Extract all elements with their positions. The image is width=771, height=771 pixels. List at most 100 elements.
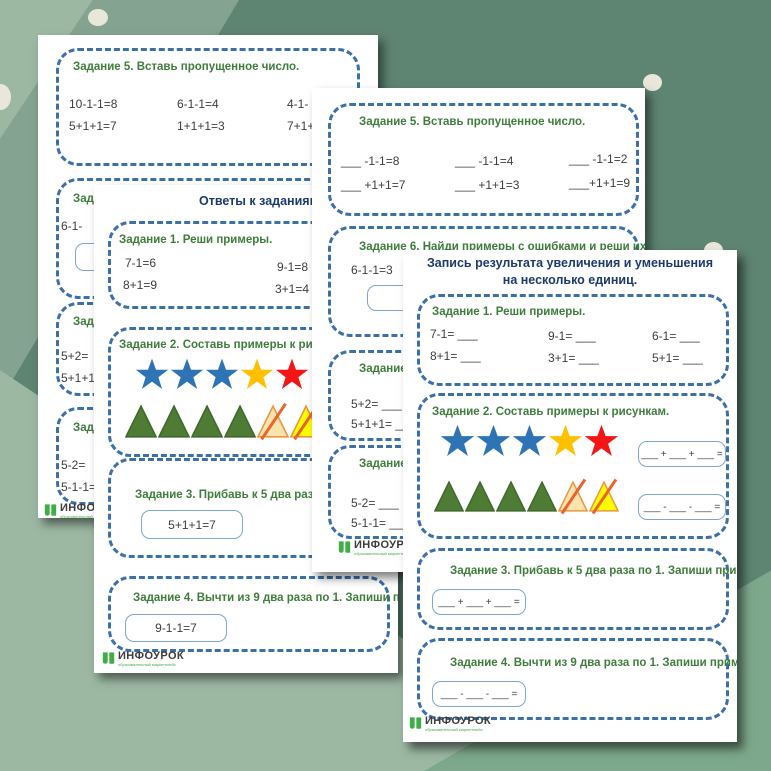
- green-triangle: [433, 480, 465, 513]
- logo-tagline: образовательный маркетплейс: [354, 551, 412, 556]
- answer-box: 9-1-1=7: [125, 614, 227, 642]
- logo-tagline: образовательный маркетплейс: [425, 727, 483, 732]
- yellow-star: [240, 358, 274, 390]
- blue-star: [440, 424, 475, 457]
- task5-title: Задание 5. Вставь пропущенное число.: [359, 116, 586, 128]
- math-item: 9-1=8: [277, 260, 309, 274]
- triangles-row: [124, 402, 323, 441]
- math-item: 9-1= ___: [548, 329, 596, 343]
- math-item: 7+1+: [287, 119, 315, 133]
- task8-title: Задание: [359, 458, 407, 470]
- task1-title: Задание 1. Реши примеры.: [432, 306, 586, 318]
- task4-box: Задание 4. Вычти из 9 два раза по 1. Зап…: [108, 576, 398, 652]
- red-star: [584, 424, 619, 457]
- math-item: 3+1=4: [275, 282, 310, 296]
- task3-box: Задание 3. Прибавь к 5 два раза по 5+1+1…: [108, 458, 390, 558]
- math-item: 5+1+1=7: [69, 119, 117, 133]
- math-item: 7-1=6: [125, 256, 157, 270]
- decor-dot: [88, 9, 108, 26]
- blue-star: [476, 424, 511, 457]
- answer-box: ___ - ___ - ___ =: [432, 681, 526, 707]
- green-triangle: [495, 480, 527, 513]
- math-item: ___+1+1=9: [569, 176, 631, 190]
- stars-row: [440, 424, 619, 457]
- task5-title: Задание 5. Вставь пропущенное число.: [73, 61, 300, 73]
- math-item: 6-1-: [61, 219, 83, 233]
- task4-title: Задание 4. Вычти из 9 два раза по 1. Зап…: [133, 592, 398, 604]
- math-item: ___ +1+1=7: [341, 178, 406, 192]
- infourok-icon: [44, 503, 57, 517]
- math-item: ___ -1-1=8: [341, 154, 400, 168]
- math-item: 8+1= ___: [430, 349, 481, 363]
- logo-tagline: образовательный маркетплейс: [60, 514, 118, 519]
- math-item: 1+1+1=3: [177, 119, 225, 133]
- red-star: [275, 358, 309, 390]
- math-item: 5-1-1= ___: [351, 516, 410, 530]
- blue-star: [512, 424, 547, 457]
- math-item: ___ -1-1=4: [455, 154, 514, 168]
- task1-title: Задание 1. Реши примеры.: [119, 234, 273, 246]
- green-triangle: [190, 404, 224, 439]
- math-item: 5+1+1= ___: [351, 417, 416, 431]
- yellow-star: [548, 424, 583, 457]
- math-item: 8+1=9: [123, 278, 158, 292]
- triangles-row: [433, 478, 620, 515]
- logo-brand-text: ИНФОУРОК: [60, 503, 126, 514]
- math-item: ___ +1+1=3: [455, 178, 520, 192]
- math-item: 5+1= ___: [652, 351, 703, 365]
- logo-brand-text: ИНФОУРОК: [425, 715, 492, 727]
- answer-box: ___ + ___ + ___ =: [638, 441, 726, 467]
- infourok-icon: [338, 540, 351, 554]
- math-item: 5+2=: [61, 349, 89, 363]
- task3-title: Задание 3. Прибавь к 5 два раза по: [135, 489, 337, 501]
- green-triangle: [223, 404, 257, 439]
- answer-box: ___ - ___ - ___ =: [638, 494, 726, 520]
- task3-box: Задание 3. Прибавь к 5 два раза по 1. За…: [417, 548, 737, 630]
- math-item: 6-1-1=4: [177, 97, 219, 111]
- math-item: 4-1-: [287, 97, 309, 111]
- math-item: 3+1= ___: [548, 351, 599, 365]
- math-item: 5+2= ___: [351, 397, 402, 411]
- task2-title: Задание 2. Составь примеры к рисункам.: [432, 406, 670, 418]
- page-title: Ответы к заданиям.: [199, 194, 323, 208]
- math-item: 5+1+1: [61, 371, 96, 385]
- task5-box: Задание 5. Вставь пропущенное число. ___…: [328, 103, 639, 216]
- cream-triangle-crossed: [557, 478, 589, 515]
- green-triangle: [526, 480, 558, 513]
- math-item: 6-1= ___: [652, 329, 700, 343]
- blue-star: [170, 358, 204, 390]
- worksheet-page-tasks-1-4: Запись результата увеличения и уменьшени…: [403, 250, 737, 742]
- blue-star: [205, 358, 239, 390]
- green-triangle: [464, 480, 496, 513]
- infourok-logo: ИНФОУРОК образовательный маркетплейс: [102, 651, 184, 667]
- cream-triangle-crossed: [256, 402, 290, 441]
- infourok-logo: ИНФОУРОК образовательный маркетплейс: [44, 503, 126, 518]
- task3-title: Задание 3. Прибавь к 5 два раза по 1. За…: [450, 565, 737, 577]
- task4-title: Задание 4. Вычти из 9 два раза по 1. Зап…: [450, 657, 737, 669]
- decor-dot: [0, 84, 11, 110]
- green-triangle: [157, 404, 191, 439]
- math-item: ___ -1-1=2: [569, 152, 628, 166]
- answer-box: 5+1+1=7: [141, 510, 243, 539]
- task2-box: Задание 2. Составь примеры к рисункам. _…: [417, 393, 729, 539]
- logo-brand-text: ИНФОУРОК: [354, 539, 421, 551]
- page-title-line1: Запись результата увеличения и уменьшени…: [426, 256, 714, 270]
- math-item: 5-1-1=: [61, 480, 97, 494]
- logo-brand-text: ИНФОУРОК: [118, 650, 185, 662]
- math-item: 5-2= ___: [351, 496, 399, 510]
- infourok-icon: [102, 651, 115, 665]
- task1-box: Задание 1. Реши примеры. 7-1= ___ 8+1= _…: [417, 294, 729, 386]
- infourok-icon: [409, 716, 422, 730]
- stars-row: [135, 358, 309, 390]
- math-item: 5-2=: [61, 458, 86, 472]
- task4-box: Задание 4. Вычти из 9 два раза по 1. Зап…: [417, 638, 737, 720]
- decor-dot: [643, 74, 662, 91]
- math-item: 7-1= ___: [430, 327, 478, 341]
- page-title-line2: на несколько единиц.: [502, 273, 638, 287]
- math-item: 6-1-1=3: [351, 263, 393, 277]
- infourok-logo: ИНФОУРОК образовательный маркетплейс: [409, 716, 491, 732]
- logo-tagline: образовательный маркетплейс: [118, 662, 176, 667]
- yellow-triangle-crossed: [588, 478, 620, 515]
- answer-box: ___ + ___ + ___ =: [432, 589, 526, 615]
